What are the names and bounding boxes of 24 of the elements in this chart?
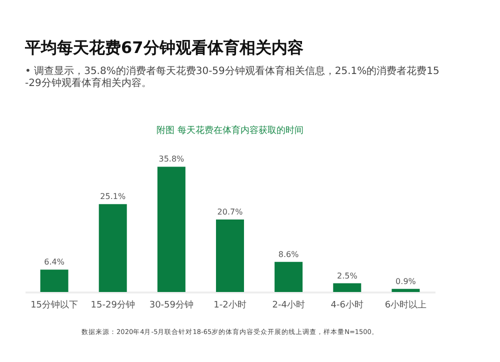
bar: [392, 288, 420, 292]
bar: [274, 262, 303, 292]
data-label: 35.8%: [158, 154, 185, 164]
data-label: 2.5%: [336, 271, 358, 280]
x-tick-label: 1-2小时: [214, 300, 246, 310]
data-label: 20.7%: [217, 208, 244, 217]
chart-title: 平均每天花费67分钟观看体育相关内容: [24, 38, 304, 57]
data-label: 6.4%: [44, 258, 65, 267]
bar: [216, 220, 244, 292]
data-label: 25.1%: [100, 192, 126, 202]
x-tick-label: 6小时以上: [384, 300, 427, 310]
data-label: 0.9%: [396, 276, 416, 286]
x-tick-label: 2-4小时: [272, 300, 305, 310]
x-tick-label: 15-29分钟: [90, 300, 135, 310]
bar: [40, 270, 68, 292]
x-tick-label: 15分钟以下: [30, 300, 78, 310]
x-tick-label: 4-6小时: [330, 300, 364, 310]
x-tick-label: 30-59分钟: [149, 300, 194, 310]
text: 附图 每天花费在体育内容获取的时间: [156, 125, 304, 136]
data-label: 8.6%: [278, 250, 300, 259]
bar: [98, 204, 127, 292]
chart-subtitle: • 调查显示，35.8%的消费者每天花费30-59分钟观看体育相关信息，25.1%的消费者花费15-29分钟观看体育相关内容。: [25, 65, 440, 89]
bar: [333, 283, 362, 292]
bar: [157, 166, 186, 292]
